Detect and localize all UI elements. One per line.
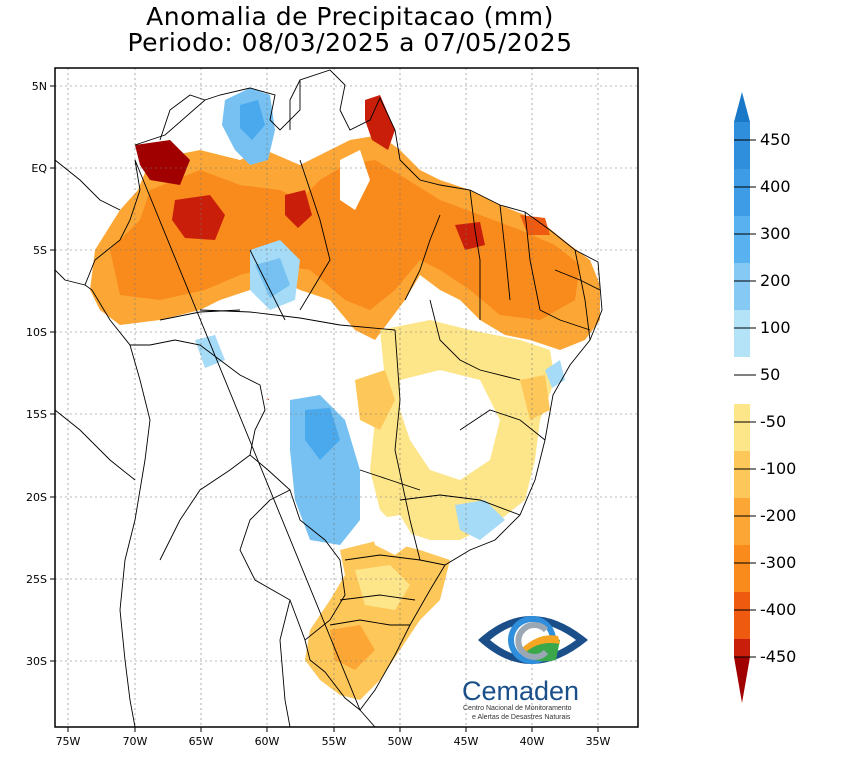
colorbar-bottom-arrow xyxy=(734,657,750,703)
cemaden-logo-subtitle-1: Centro Nacional de Monitoramento xyxy=(463,705,572,712)
colorbar-label-200: 200 xyxy=(760,271,791,290)
colorbar-label-50: 50 xyxy=(760,365,781,384)
y-axis-ticks xyxy=(50,85,55,662)
x-tick-65w: 65W xyxy=(189,735,214,748)
y-tick-5s: 5S xyxy=(33,244,47,257)
y-tick-20s: 20S xyxy=(26,491,47,504)
y-tick-30s: 30S xyxy=(26,655,47,668)
political-borders xyxy=(55,69,603,727)
x-axis-labels: 75W 70W 65W 60W 55W 50W 45W 40W 35W xyxy=(56,735,611,748)
cemaden-logo-subtitle-2: e Alertas de Desastres Naturais xyxy=(472,714,571,721)
x-tick-60w: 60W xyxy=(255,735,280,748)
map-title-line1: Anomalia de Precipitacao (mm) xyxy=(146,2,554,31)
colorbar-label-m450: -450 xyxy=(760,647,797,666)
colorbar-m450 xyxy=(734,639,750,657)
x-tick-75w: 75W xyxy=(56,735,81,748)
y-tick-eq: EQ xyxy=(31,162,47,175)
colorbar-m200-m300 xyxy=(734,498,750,545)
x-tick-70w: 70W xyxy=(123,735,148,748)
y-tick-10s: 10S xyxy=(26,326,47,339)
colorbar-label-450: 450 xyxy=(760,130,791,149)
x-tick-45w: 45W xyxy=(454,735,479,748)
colorbar-label-100: 100 xyxy=(760,318,791,337)
x-axis-ticks xyxy=(67,727,599,732)
colorbar-100-200 xyxy=(734,263,750,310)
colorbar-200-300 xyxy=(734,216,750,263)
colorbar-m400-m450 xyxy=(734,592,750,639)
x-tick-50w: 50W xyxy=(388,735,413,748)
map-title-line2: Periodo: 08/03/2025 a 07/05/2025 xyxy=(127,28,573,57)
x-tick-35w: 35W xyxy=(586,735,611,748)
cemaden-logo-name: Cemaden xyxy=(462,676,580,706)
colorbar-m100-m200 xyxy=(734,451,750,498)
colorbar-m300-m400 xyxy=(734,545,750,592)
colorbar-50-100 xyxy=(734,310,750,357)
colorbar xyxy=(734,92,756,703)
cemaden-logo-eye-icon xyxy=(478,616,588,664)
anomaly-field xyxy=(90,88,600,700)
x-tick-40w: 40W xyxy=(520,735,545,748)
colorbar-label-m400: -400 xyxy=(760,600,797,619)
colorbar-neutral xyxy=(734,357,750,404)
colorbar-400-450 xyxy=(734,122,750,169)
y-tick-15s: 15S xyxy=(26,408,47,421)
colorbar-300-400 xyxy=(734,169,750,216)
colorbar-label-300: 300 xyxy=(760,224,791,243)
colorbar-m50-m100 xyxy=(734,404,750,451)
colorbar-label-400: 400 xyxy=(760,177,791,196)
colorbar-label-m100: -100 xyxy=(760,459,797,478)
colorbar-label-m50: -50 xyxy=(760,412,787,431)
y-axis-labels: 5N EQ 5S 10S 15S 20S 25S 30S xyxy=(26,80,47,668)
x-tick-55w: 55W xyxy=(322,735,347,748)
colorbar-label-m300: -300 xyxy=(760,553,797,572)
colorbar-label-m200: -200 xyxy=(760,506,797,525)
y-tick-5n: 5N xyxy=(32,80,47,93)
map-frame xyxy=(54,67,639,728)
y-tick-25s: 25S xyxy=(26,573,47,586)
colorbar-top-arrow xyxy=(734,92,750,122)
